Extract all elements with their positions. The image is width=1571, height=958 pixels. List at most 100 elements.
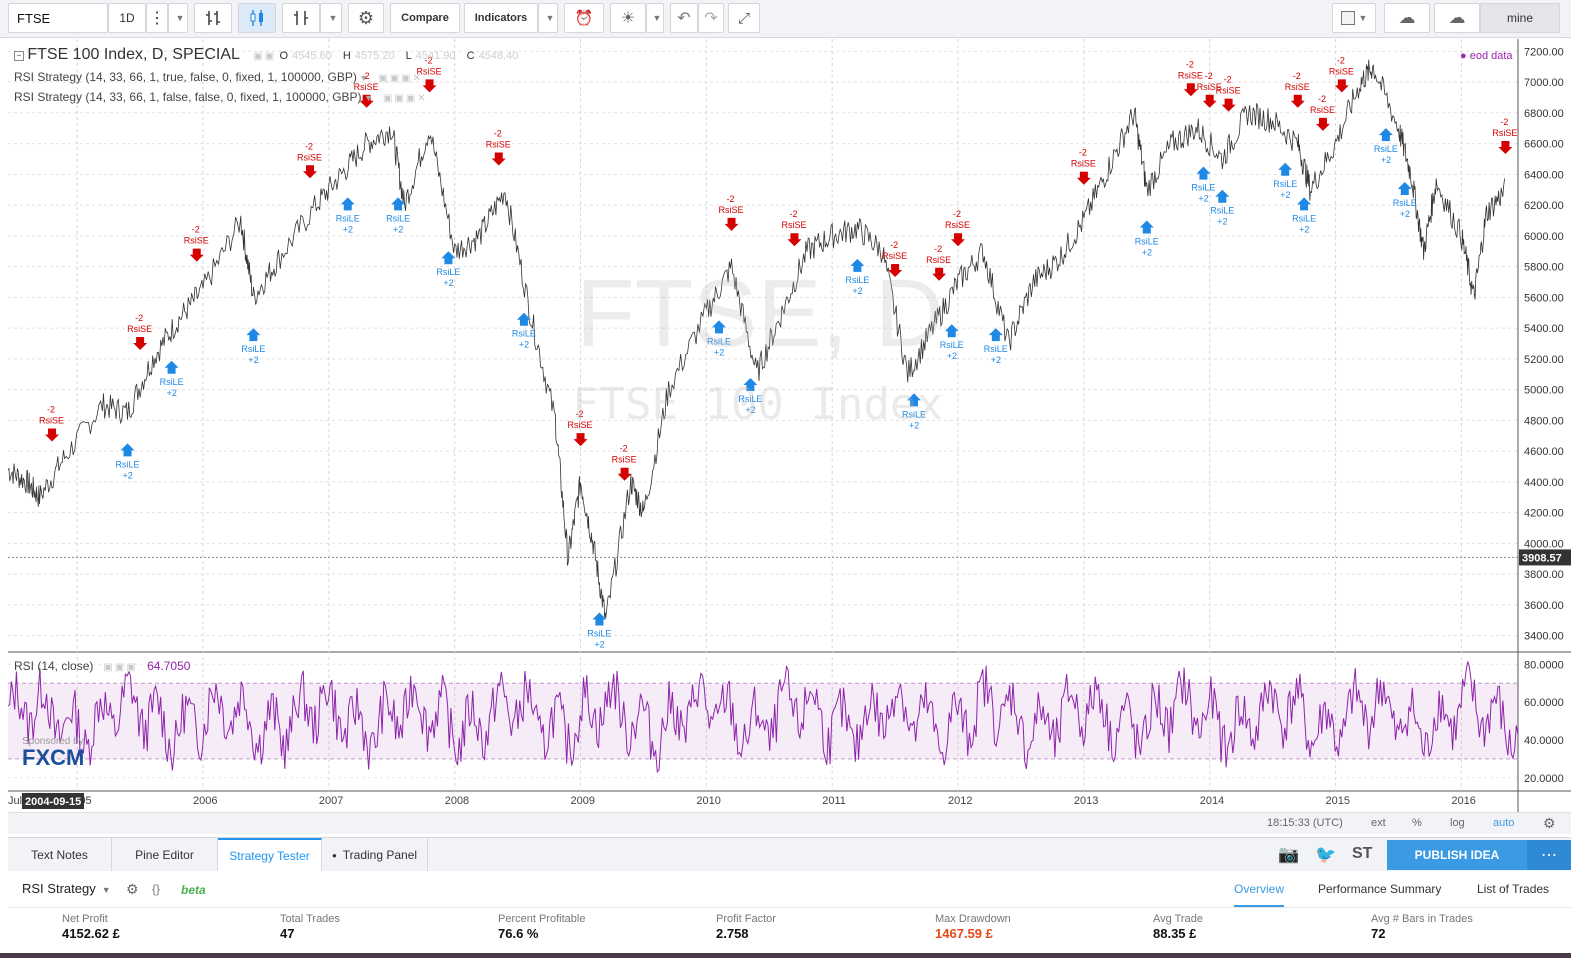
long-marker-qty: +2 xyxy=(248,355,258,365)
legend-action-icons[interactable]: ▣▣ xyxy=(253,51,277,62)
year-tick-label: 2006 xyxy=(193,795,217,807)
stocktwits-icon[interactable]: ST xyxy=(1352,845,1373,862)
tab-strategy-tester[interactable]: Strategy Tester xyxy=(218,838,322,872)
chart-type-dropdown-icon[interactable]: ▼ xyxy=(320,3,342,33)
scale-settings-gear-icon[interactable]: ⚙ xyxy=(1543,815,1556,831)
fullscreen-icon[interactable]: ⤢ xyxy=(728,3,760,33)
indicators-dropdown-icon[interactable]: ▼ xyxy=(538,3,558,33)
rsi-icons[interactable]: ▣▣▣ xyxy=(103,662,138,673)
short-marker-label: RsiSE xyxy=(1285,82,1310,92)
short-marker-label: RsiSE xyxy=(1492,128,1517,138)
long-arrow-icon xyxy=(711,320,726,334)
long-marker-qty: +2 xyxy=(714,347,724,357)
tab-performance-summary[interactable]: Performance Summary xyxy=(1318,882,1442,896)
publish-idea-button[interactable]: PUBLISH IDEA xyxy=(1387,840,1527,870)
short-arrow-icon xyxy=(359,94,374,108)
long-marker-qty: +2 xyxy=(991,355,1001,365)
interval-dropdown-icon[interactable]: ▼ xyxy=(168,3,188,33)
ohlc-values: O 4545.60 H 4575.20 L 4541.90 C 4548.40 xyxy=(279,50,526,62)
price-tick-label: 5000.00 xyxy=(1524,385,1564,397)
settings-gear-icon[interactable]: ⚙ xyxy=(348,3,384,33)
indicators-button[interactable]: Indicators xyxy=(464,3,538,33)
long-marker-qty: +2 xyxy=(167,388,177,398)
price-series-line xyxy=(8,59,1505,619)
short-marker-qty: -2 xyxy=(934,244,942,254)
long-marker-label: RsiLE xyxy=(1273,179,1297,189)
short-marker-label: RsiSE xyxy=(297,152,322,162)
long-marker-qty: +2 xyxy=(852,286,862,296)
indicators-label: Indicators xyxy=(474,12,528,24)
long-arrow-icon xyxy=(988,328,1003,342)
compare-button[interactable]: Compare xyxy=(390,3,460,33)
chart-type-button[interactable] xyxy=(282,3,320,33)
year-tick-label: 2007 xyxy=(319,795,343,807)
long-marker-qty: +2 xyxy=(393,224,403,234)
tab-text-notes[interactable]: Text Notes xyxy=(8,838,112,872)
tab-list-of-trades[interactable]: List of Trades xyxy=(1477,882,1550,896)
percent-toggle[interactable]: % xyxy=(1412,817,1422,829)
long-marker-label: RsiLE xyxy=(845,275,869,285)
price-tick-label: 5800.00 xyxy=(1524,262,1564,274)
collapse-icon[interactable]: − xyxy=(14,50,24,61)
price-tick-label: 3400.00 xyxy=(1524,631,1564,643)
strategy-selector[interactable]: RSI Strategy ▼ xyxy=(22,881,111,896)
symbol-text: FTSE xyxy=(17,10,51,26)
square-icon xyxy=(1340,11,1355,25)
high-value: 4575.20 xyxy=(354,50,395,62)
drawing-template-button[interactable]: ▼ xyxy=(1332,3,1376,33)
metric-avg-trade: Avg Trade 88.35 £ xyxy=(1153,913,1203,941)
bar-style-button[interactable] xyxy=(194,3,232,33)
alert-clock-icon[interactable]: ⏰ xyxy=(564,3,604,33)
sponsor-brand: FXCM xyxy=(22,745,85,770)
tab-pine-editor[interactable]: Pine Editor xyxy=(112,838,218,872)
strategy1-icons[interactable]: ▣▣▣✕ xyxy=(378,73,424,84)
short-marker-qty: -2 xyxy=(1205,71,1213,81)
tab-overview[interactable]: Overview xyxy=(1234,882,1285,907)
short-arrow-icon xyxy=(189,248,204,262)
strategy2-icons[interactable]: ▣▣▣✕ xyxy=(382,93,428,104)
short-marker-qty: -2 xyxy=(1079,148,1087,158)
short-marker-label: RsiSE xyxy=(354,82,379,92)
source-code-icon[interactable]: {} xyxy=(152,882,161,896)
twitter-icon[interactable]: 🐦 xyxy=(1315,845,1337,864)
more-vertical-icon[interactable]: ⋮ xyxy=(146,3,168,33)
layout-button[interactable]: mine xyxy=(1480,3,1560,33)
strategy1-legend[interactable]: RSI Strategy (14, 33, 66, 1, true, false… xyxy=(14,70,424,84)
short-marker-label: RsiSE xyxy=(926,255,951,265)
eod-text: eod data xyxy=(1469,50,1513,62)
rsi-tick-label: 80.0000 xyxy=(1524,659,1564,671)
long-marker-qty: +2 xyxy=(594,640,604,650)
long-marker-label: RsiLE xyxy=(902,409,926,419)
metric-net-profit: Net Profit 4152.62 £ xyxy=(62,913,120,941)
lightbulb-icon[interactable]: ☀ xyxy=(610,3,646,33)
price-tick-label: 6400.00 xyxy=(1524,169,1564,181)
more-horizontal-icon[interactable]: ⋯ xyxy=(1527,840,1571,870)
chart-canvas[interactable]: 2005200620072008200920102011201220132014… xyxy=(8,39,1571,812)
camera-icon[interactable]: 📷 xyxy=(1278,845,1300,864)
tab-label: Strategy Tester xyxy=(229,849,310,863)
chart-area[interactable]: 2005200620072008200920102011201220132014… xyxy=(8,39,1571,832)
auto-toggle[interactable]: auto xyxy=(1493,817,1515,829)
symbol-input[interactable]: FTSE xyxy=(8,3,108,33)
year-tick-label: 2015 xyxy=(1326,795,1350,807)
redo-icon[interactable]: ↷ xyxy=(698,3,724,33)
long-marker-qty: +2 xyxy=(1280,190,1290,200)
long-marker-qty: +2 xyxy=(343,224,353,234)
ideas-dropdown-icon[interactable]: ▼ xyxy=(646,3,664,33)
short-arrow-icon xyxy=(303,165,317,179)
ext-toggle[interactable]: ext xyxy=(1371,817,1386,829)
strategy-settings-gear-icon[interactable]: ⚙ xyxy=(126,881,139,897)
sponsor-block[interactable]: Sponsored by FXCM xyxy=(22,736,84,769)
cloud-upload-icon[interactable]: ☁ xyxy=(1434,3,1480,33)
layout-label: mine xyxy=(1506,11,1533,25)
tab-trading-panel[interactable]: ● Trading Panel xyxy=(322,838,428,872)
short-marker-qty: -2 xyxy=(1500,117,1508,127)
long-marker-label: RsiLE xyxy=(336,213,360,223)
candles-style-button[interactable] xyxy=(238,3,276,33)
strategy2-legend[interactable]: RSI Strategy (14, 33, 66, 1, false, fals… xyxy=(14,90,428,104)
interval-button[interactable]: 1D xyxy=(108,3,146,33)
undo-icon[interactable]: ↶ xyxy=(670,3,698,33)
log-toggle[interactable]: log xyxy=(1450,817,1465,829)
cloud-download-icon[interactable]: ☁ xyxy=(1384,3,1430,33)
bottom-panel-tabs: Text Notes Pine Editor Strategy Tester ●… xyxy=(8,837,1571,872)
